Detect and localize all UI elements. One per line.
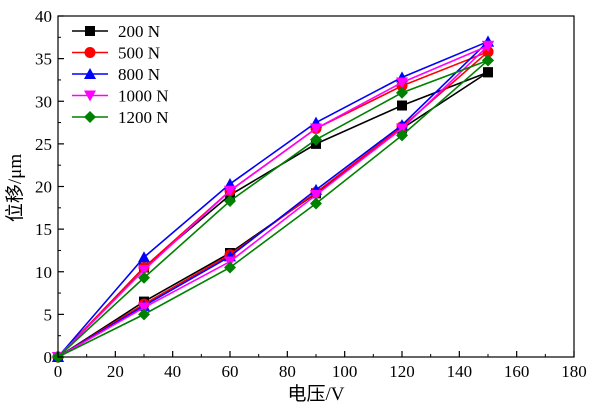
y-tick-label: 20 [35, 178, 52, 197]
legend: 200 N 500 N 800 N 1000 N 1200 N [72, 22, 169, 127]
y-tick-label: 5 [44, 305, 53, 324]
data-point-marker [483, 67, 493, 78]
legend-label: 200 N [118, 22, 160, 41]
data-point-marker [396, 129, 408, 142]
data-point-marker [138, 265, 150, 277]
data-point-marker [482, 40, 494, 52]
data-point-marker [396, 123, 408, 135]
x-tick-label: 20 [107, 362, 124, 381]
x-tick-label: 120 [389, 362, 415, 381]
data-point-marker [138, 251, 150, 263]
legend-marker [85, 26, 95, 36]
y-axis-title: 位移/μm [4, 154, 26, 222]
data-point-marker [310, 197, 322, 210]
legend-label: 1000 N [118, 87, 169, 106]
x-axis-title: 电压/V [287, 383, 344, 405]
data-point-marker [224, 185, 236, 197]
legend-item: 200 N [72, 22, 160, 41]
legend-item: 500 N [72, 44, 160, 63]
series-5 [52, 54, 494, 363]
series-line-ascending [57, 45, 489, 358]
legend-marker [84, 68, 96, 79]
legend-item: 1000 N [72, 87, 169, 106]
x-tick-label: 100 [332, 362, 358, 381]
series-layer [52, 35, 494, 363]
x-tick-label: 140 [447, 362, 473, 381]
y-tick-label: 15 [35, 220, 52, 239]
data-point-marker [138, 271, 150, 284]
data-point-marker [138, 308, 150, 321]
series-line-descending [57, 59, 489, 358]
legend-marker [84, 111, 96, 123]
x-tick-label: 160 [504, 362, 530, 381]
data-point-marker [396, 77, 408, 89]
x-tick-label: 180 [561, 362, 587, 381]
legend-label: 1200 N [118, 108, 169, 127]
y-tick-label: 30 [35, 92, 52, 111]
legend-marker [84, 47, 96, 58]
series-line-descending [57, 45, 489, 358]
series-line-ascending [57, 40, 489, 358]
axes-layer: 0 20 40 60 80 100 120 140 160 180 0 5 10 15 20 25 30 35 40 [35, 7, 587, 381]
data-point-marker [397, 100, 407, 111]
legend-item: 800 N [72, 65, 160, 84]
y-tick-label: 0 [44, 348, 53, 367]
legend-label: 800 N [118, 65, 160, 84]
data-point-marker [224, 194, 236, 207]
series-line-descending [57, 40, 489, 358]
legend-label: 500 N [118, 44, 160, 63]
data-point-marker [310, 123, 322, 135]
data-point-marker [310, 133, 322, 146]
legend-item: 1200 N [72, 108, 169, 127]
y-tick-label: 10 [35, 263, 52, 282]
x-tick-label: 40 [164, 362, 181, 381]
data-point-marker [396, 86, 408, 99]
x-tick-label: 80 [279, 362, 296, 381]
data-point-marker [224, 261, 236, 274]
x-tick-label: 60 [222, 362, 239, 381]
y-tick-label: 25 [35, 135, 52, 154]
data-point-marker [310, 190, 322, 202]
data-point-marker [482, 54, 494, 67]
y-tick-label: 35 [35, 50, 52, 69]
y-tick-label: 40 [35, 7, 52, 26]
series-3 [52, 35, 494, 362]
legend-marker [84, 90, 96, 102]
series-line-ascending [57, 59, 489, 358]
x-tick-label: 0 [54, 362, 63, 381]
data-point-marker [138, 302, 150, 314]
